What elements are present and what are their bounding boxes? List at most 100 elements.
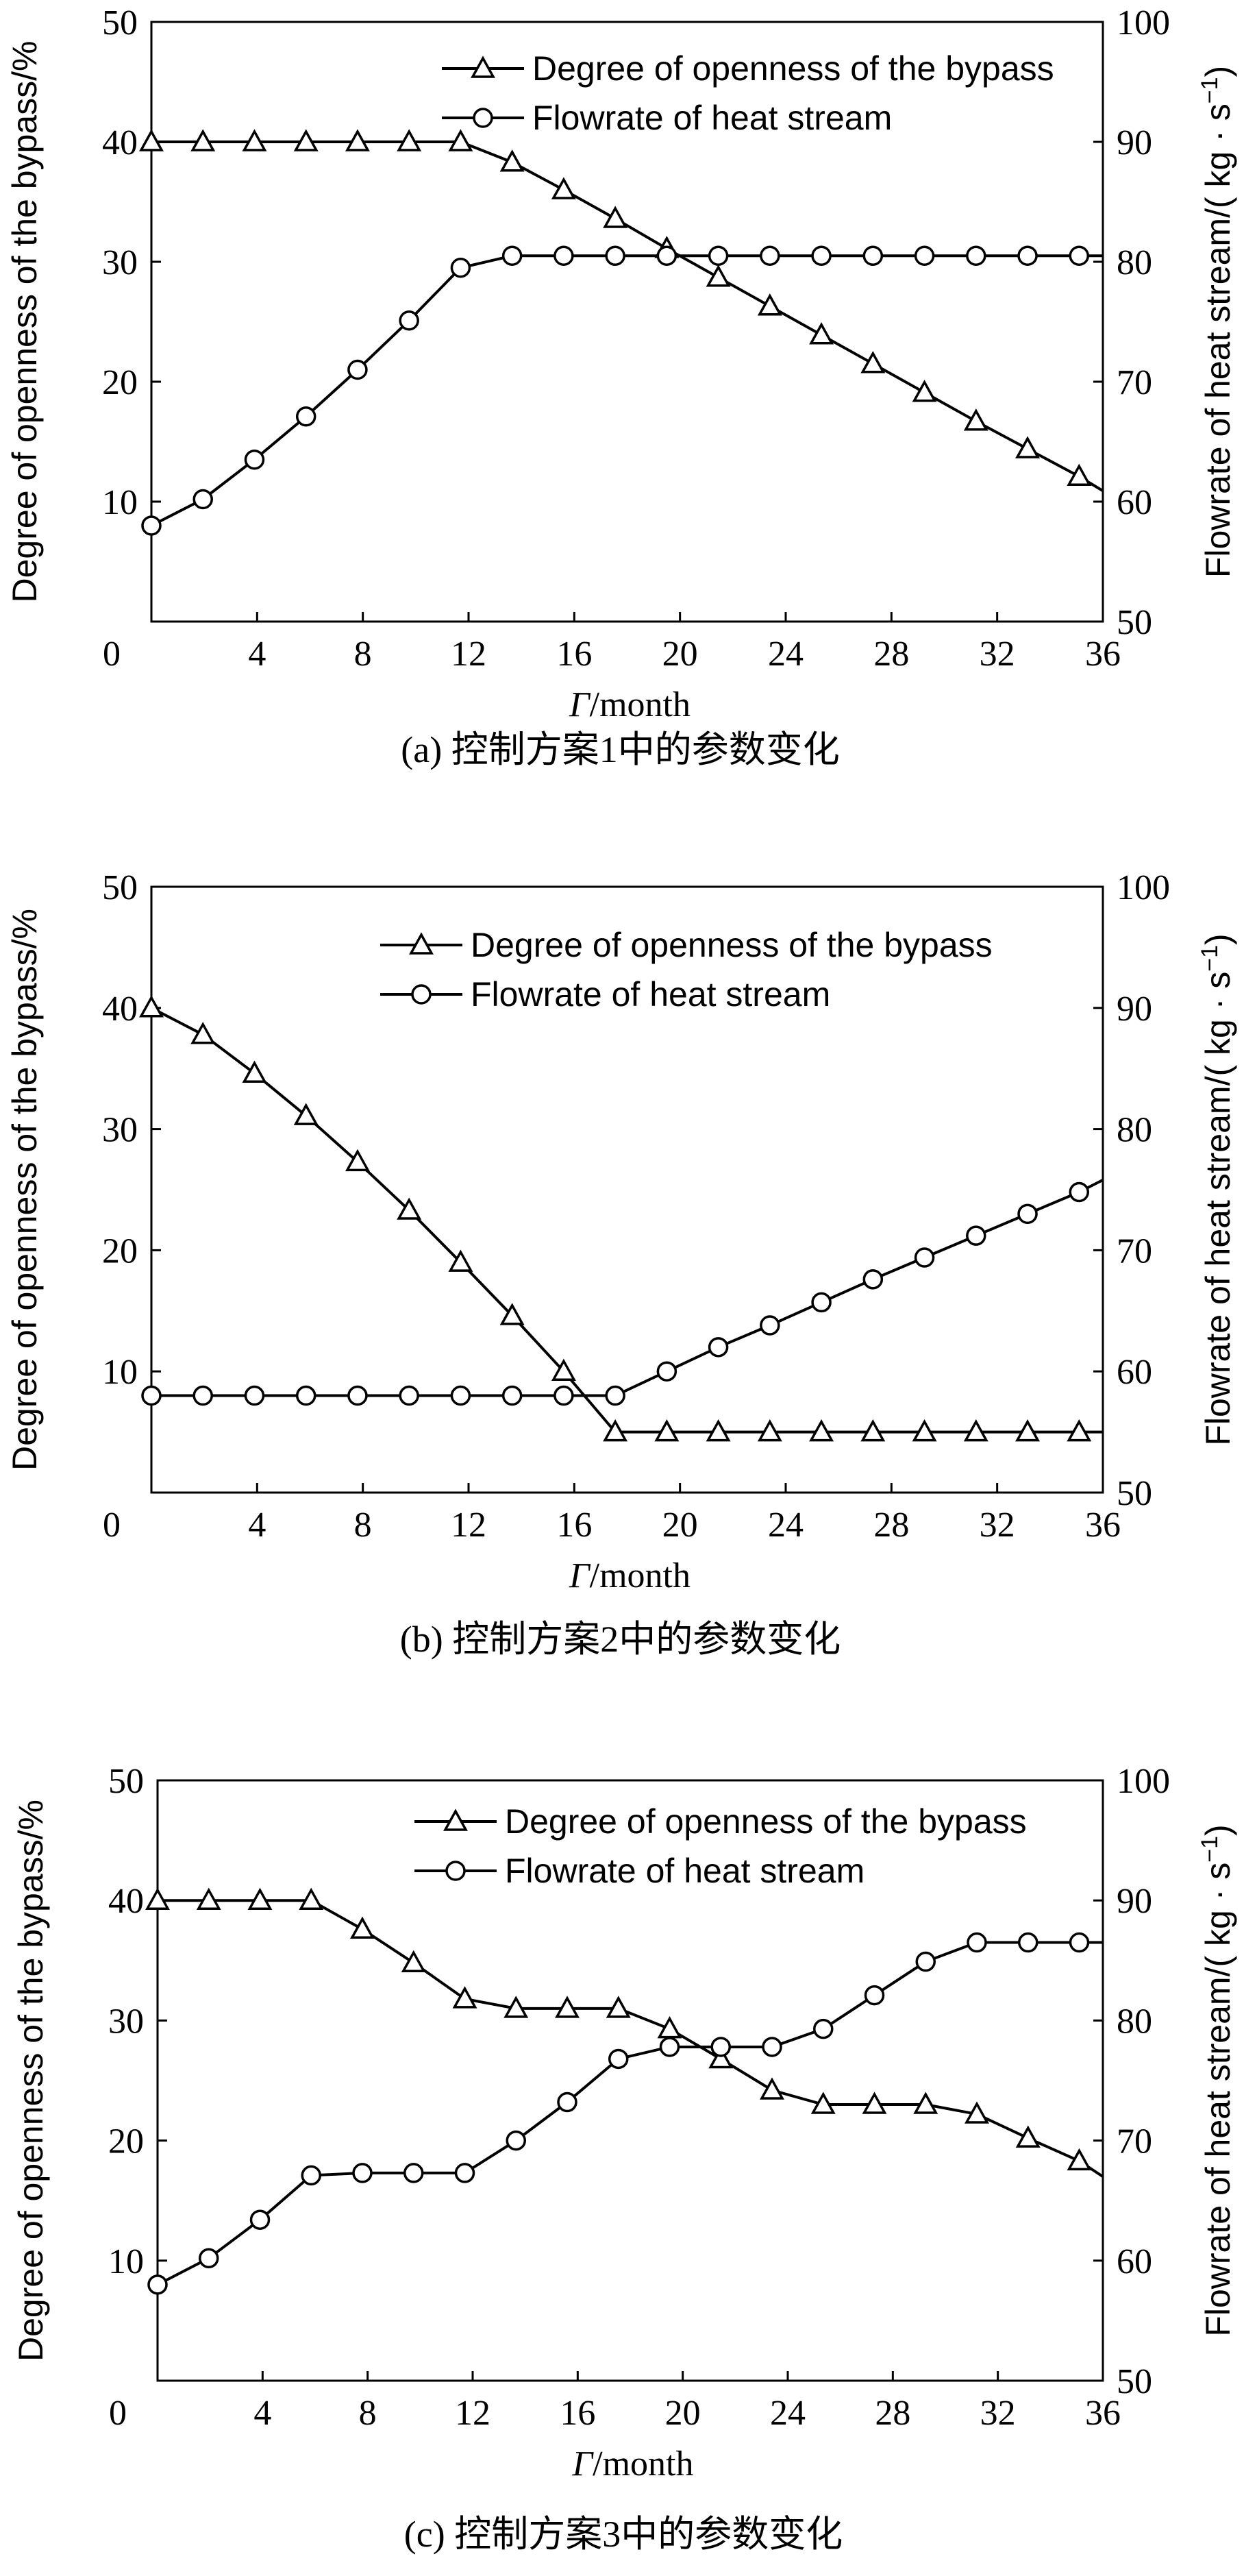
data-point-triangle xyxy=(1015,1419,1041,1442)
x-tick-label: 28 xyxy=(873,1506,909,1545)
x-tick-label: 20 xyxy=(665,2394,701,2433)
x-axis-title: Γ/month xyxy=(572,2444,694,2483)
x-tick-label: 12 xyxy=(451,635,486,674)
legend-marker-triangle xyxy=(471,56,495,78)
data-point-triangle xyxy=(551,1358,576,1381)
legend-marker-circle xyxy=(473,108,493,128)
data-point-triangle xyxy=(145,1887,170,1910)
y-left-tick-label: 20 xyxy=(108,2122,144,2161)
x-tick-label: 32 xyxy=(980,635,1015,674)
data-point-triangle xyxy=(963,1419,988,1442)
x-tick-label: 36 xyxy=(1085,635,1121,674)
x-tick-label: 4 xyxy=(253,2394,271,2433)
y-right-tick-label: 50 xyxy=(1117,2362,1152,2401)
y-left-tick-label: 40 xyxy=(102,990,138,1029)
x-axis-title: Γ/month xyxy=(569,685,691,724)
y-axis-right-title: Flowrate of heat stream/( kg · s−1) xyxy=(1197,933,1237,1445)
data-point-circle xyxy=(399,310,419,331)
series-line-heat-stream-flowrate xyxy=(157,1941,1103,2286)
data-point-triangle xyxy=(551,177,576,199)
panel-caption: (c) 控制方案3中的参数变化 xyxy=(404,2514,843,2555)
series-line-bypass-openness xyxy=(151,1007,1103,1434)
data-point-triangle xyxy=(503,1996,529,2018)
data-point-circle xyxy=(608,2048,629,2070)
data-point-circle xyxy=(659,2037,680,2057)
x-tick-label: 0 xyxy=(103,1506,121,1545)
x-tick-label: 0 xyxy=(109,2394,127,2433)
data-point-circle xyxy=(915,1951,936,1972)
data-point-triangle xyxy=(810,2092,836,2114)
y-right-tick-label: 90 xyxy=(1117,990,1152,1029)
y-right-tick-label: 70 xyxy=(1117,2122,1152,2161)
data-point-circle xyxy=(708,1337,729,1358)
data-point-triangle xyxy=(860,1419,886,1442)
legend-label: Flowrate of heat stream xyxy=(532,99,892,137)
x-tick-label: 32 xyxy=(980,1506,1015,1545)
y-right-tick-label: 80 xyxy=(1117,2002,1152,2041)
data-point-triangle xyxy=(299,1887,324,1910)
x-tick-label: 24 xyxy=(770,2394,806,2433)
x-tick-label: 8 xyxy=(359,2394,377,2433)
data-point-circle xyxy=(352,2163,373,2183)
y-left-tick-label: 10 xyxy=(102,1353,138,1392)
data-point-triangle xyxy=(190,1022,216,1044)
data-point-triangle xyxy=(448,129,473,151)
y-left-tick-label: 40 xyxy=(102,123,138,162)
x-tick-label: 4 xyxy=(248,635,266,674)
data-point-triangle xyxy=(397,1197,422,1220)
data-point-circle xyxy=(295,1385,316,1406)
x-tick-label: 20 xyxy=(662,635,698,674)
plot-frame xyxy=(150,885,1104,1494)
data-point-circle xyxy=(141,515,162,536)
x-axis-title: Γ/month xyxy=(569,1556,691,1595)
data-point-circle xyxy=(710,2037,731,2057)
data-point-circle xyxy=(1017,1203,1038,1225)
y-axis-left-title: Degree of openness of the bypass/% xyxy=(12,1800,50,2362)
legend-marker-circle xyxy=(445,1861,466,1881)
data-point-triangle xyxy=(247,1887,273,1910)
y-left-tick-label: 30 xyxy=(102,1111,138,1150)
y-right-tick-label: 50 xyxy=(1117,1474,1152,1513)
data-point-circle xyxy=(403,2163,424,2183)
panel-caption: (a) 控制方案1中的参数变化 xyxy=(401,729,839,770)
y-left-tick-label: 30 xyxy=(102,243,138,282)
data-point-triangle xyxy=(190,129,216,151)
data-point-circle xyxy=(605,1385,625,1406)
data-point-circle xyxy=(301,2165,321,2186)
data-point-circle xyxy=(967,1932,987,1953)
y-right-tick-label: 100 xyxy=(1117,1762,1170,1801)
x-tick-label: 16 xyxy=(560,2394,595,2433)
data-point-triangle xyxy=(345,1149,370,1172)
y-left-tick-label: 50 xyxy=(102,868,138,907)
data-point-triangle xyxy=(654,1419,680,1442)
data-point-triangle xyxy=(452,1986,477,2009)
data-point-triangle xyxy=(606,1996,631,2018)
x-tick-label: 24 xyxy=(768,635,804,674)
data-point-circle xyxy=(760,1315,780,1336)
data-point-circle xyxy=(454,2163,475,2183)
data-point-circle xyxy=(553,245,574,266)
data-point-circle xyxy=(656,1361,677,1382)
legend-label: Degree of openness of the bypass xyxy=(471,926,993,964)
data-point-circle xyxy=(249,2209,271,2230)
legend-label: Flowrate of heat stream xyxy=(471,975,830,1014)
data-point-triangle xyxy=(757,293,782,316)
legend-label: Flowrate of heat stream xyxy=(505,1852,864,1890)
data-point-triangle xyxy=(860,351,886,373)
data-point-circle xyxy=(760,245,780,266)
chart-panel-b: 0 4 8 12 16 20 24 28 32 36 10 20 30 40 50 50 60 70 80 90 100… xyxy=(5,868,1237,1660)
data-point-triangle xyxy=(809,322,834,345)
data-point-circle xyxy=(244,450,265,470)
data-point-circle xyxy=(192,489,213,510)
data-point-circle xyxy=(244,1385,265,1406)
data-point-triangle xyxy=(913,2092,938,2114)
data-point-triangle xyxy=(401,1950,426,1973)
data-point-circle xyxy=(1069,245,1090,266)
data-point-triangle xyxy=(963,408,988,431)
x-tick-label: 0 xyxy=(103,635,121,674)
series-line-heat-stream-flowrate xyxy=(151,1179,1104,1397)
x-tick-label: 4 xyxy=(248,1506,266,1545)
data-point-triangle xyxy=(555,1996,580,2018)
y-right-tick-label: 80 xyxy=(1117,1111,1152,1150)
data-point-triangle xyxy=(448,1249,473,1272)
